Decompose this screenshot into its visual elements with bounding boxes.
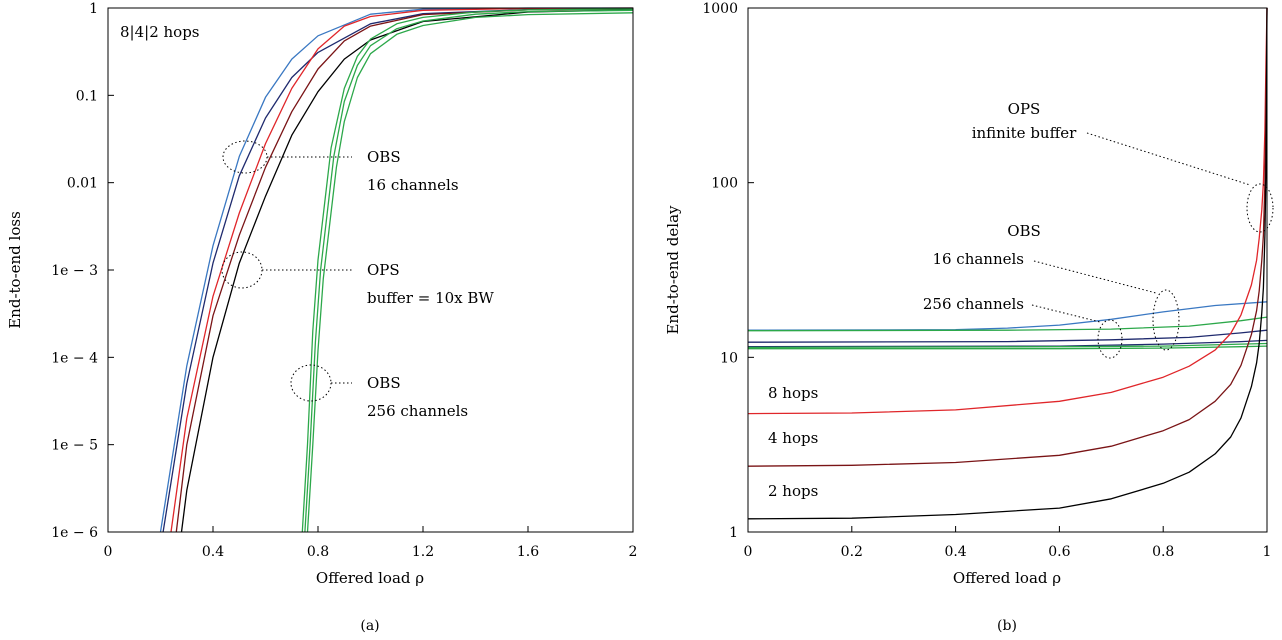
panel-b-x-tick-label: 1	[1263, 544, 1272, 560]
annotation-ops-inf-line1: OPS	[1008, 100, 1041, 118]
panel-b-y-tick-label: 10	[720, 350, 738, 366]
panel-b-series-line-9	[747, 7, 1268, 520]
panel-a-series-line-8	[306, 12, 634, 533]
panel-a-ticks: 0 0.4 0.8 1.2 1.6 2 1e − 6 1e − 5 1e − 4 1e − 3 0.…	[51, 1, 637, 560]
panel-b-x-tick-label: 0.6	[1048, 544, 1070, 560]
panel-a-y-tick-label: 0.01	[67, 176, 98, 192]
panel-a-series-line-1	[159, 7, 633, 533]
panel-b-y-axis-title: End-to-end delay	[664, 205, 682, 335]
panel-a-y-axis-title: End-to-end loss	[6, 211, 24, 329]
panel-a-loss-chart: 0 0.4 0.8 1.2 1.6 2 1e − 6 1e − 5 1e − 4 1e − 3 0.…	[6, 1, 637, 634]
panel-a-x-axis-title: Offered load ρ	[316, 569, 424, 587]
panel-a-y-tick-label: 1e − 4	[51, 350, 98, 366]
annotation-marker-ops-inf	[1246, 183, 1274, 233]
panel-a-x-tick-label: 0.8	[307, 544, 329, 560]
annotation-obs16b-line2: 16 channels	[932, 250, 1024, 268]
panel-b-series-line-3	[747, 329, 1268, 343]
annotation-obs16-line2: 16 channels	[367, 176, 459, 194]
panel-b-ticks: 0 0.2 0.4 0.6 0.8 1 1 10 100 1000	[702, 1, 1271, 560]
annotation-ops-buffer-line2: buffer = 10x BW	[367, 289, 494, 307]
annotation-256ch-label: 256 channels	[923, 295, 1024, 313]
annotation-marker-obs16b	[1152, 289, 1180, 351]
panel-a-y-tick-label: 0.1	[76, 88, 98, 104]
annotation-obs16b-line1: OBS	[1007, 222, 1041, 240]
panel-a-series-line-2	[162, 8, 634, 533]
panel-b-series-line-6	[748, 345, 1268, 350]
panel-a-x-tick-label: 1.6	[517, 544, 539, 560]
panel-a-x-tick-label: 0	[104, 544, 113, 560]
annotation-leader-ops-inf	[1086, 132, 1251, 186]
panel-a-series-line-6	[301, 8, 634, 533]
panel-a-series-line-4	[175, 8, 634, 533]
panel-a-y-tick-label: 1	[89, 1, 98, 17]
panel-b-plot-frame	[747, 7, 1268, 533]
annotation-ops-buffer-line1: OPS	[367, 261, 400, 279]
annotation-obs256-line2: 256 channels	[367, 402, 468, 420]
panel-a-y-tick-label: 1e − 6	[51, 525, 98, 541]
annotation-hops: 8|4|2 hops	[120, 23, 200, 41]
panel-b-x-tick-label: 0.2	[841, 544, 863, 560]
panel-b-y-tick-label: 1	[729, 525, 738, 541]
panel-a-caption: (a)	[360, 618, 379, 634]
panel-b-x-axis-title: Offered load ρ	[953, 569, 1061, 587]
panel-b-series-line-2	[747, 316, 1268, 332]
panel-a-series-group	[159, 7, 634, 533]
panel-a-series-line-7	[304, 9, 634, 533]
panel-b-series-line-7	[747, 7, 1268, 415]
panel-b-series-group	[747, 7, 1268, 520]
panel-a-y-tick-label: 1e − 3	[51, 263, 98, 279]
panel-b-caption: (b)	[997, 618, 1017, 634]
annotation-leader-256ch	[1031, 304, 1101, 323]
annotation-4hops: 4 hops	[768, 429, 818, 447]
annotation-leader-obs16b	[1033, 260, 1157, 294]
panel-b-y-tick-label: 100	[711, 176, 738, 192]
panel-a-x-tick-label: 1.2	[412, 544, 434, 560]
panel-b-x-tick-label: 0	[744, 544, 753, 560]
panel-b-y-tick-label: 1000	[702, 1, 738, 17]
panel-b-x-tick-label: 0.8	[1152, 544, 1174, 560]
panel-b-series-line-1	[747, 301, 1268, 331]
annotation-obs16-line1: OBS	[367, 148, 401, 166]
panel-a-series-line-3	[170, 7, 634, 533]
annotation-ops-inf-line2: infinite buffer	[972, 124, 1077, 142]
panel-a-x-tick-label: 2	[629, 544, 638, 560]
panel-a-y-tick-label: 1e − 5	[51, 438, 98, 454]
panel-b-x-tick-label: 0.4	[944, 544, 966, 560]
annotation-8hops: 8 hops	[768, 384, 818, 402]
annotation-obs256-line1: OBS	[367, 374, 401, 392]
annotation-2hops: 2 hops	[768, 482, 818, 500]
annotation-marker-256ch	[1097, 319, 1123, 359]
panel-b-series-line-8	[747, 7, 1268, 467]
panel-b-series-line-5	[747, 342, 1268, 349]
panel-a-x-tick-label: 0.4	[202, 544, 224, 560]
panel-a-series-line-5	[180, 9, 634, 533]
